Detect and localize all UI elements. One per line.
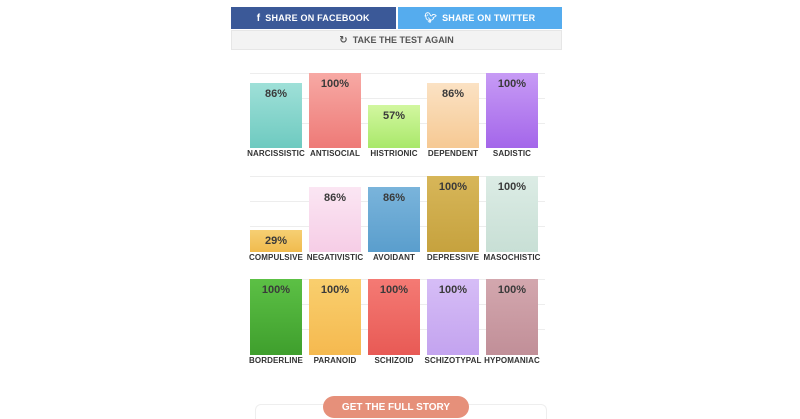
share-row: f SHARE ON FACEBOOK 🐦︎ SHARE ON TWITTER — [231, 7, 562, 29]
bar-category-label: BORDERLINE — [249, 356, 303, 365]
bar-value-label: 100% — [497, 78, 527, 90]
get-full-story-label: GET THE FULL STORY — [341, 401, 451, 413]
bar-item: 86% NEGATIVISTIC — [307, 176, 363, 262]
bar-depressive: 100% — [427, 176, 479, 252]
bar-category-label: NEGATIVISTIC — [306, 253, 364, 262]
bar-value-label: 100% — [379, 284, 409, 296]
bar-category-label: AVOIDANT — [373, 253, 415, 262]
bar-category-label: HYPOMANIAC — [484, 356, 540, 365]
share-facebook-label: SHARE ON FACEBOOK — [265, 13, 370, 23]
bar-item: 100% SCHIZOID — [368, 279, 420, 365]
bar-value-label: 100% — [320, 78, 350, 90]
refresh-icon: ↻ — [339, 34, 348, 46]
retake-test-button[interactable]: ↻ TAKE THE TEST AGAIN — [231, 30, 562, 50]
bar-category-label: SCHIZOID — [374, 356, 414, 365]
bar-category-label: ANTISOCIAL — [310, 149, 360, 158]
bar-negativistic: 86% — [309, 187, 361, 252]
bar-hypomaniac: 100% — [486, 279, 538, 355]
gridline — [250, 98, 545, 99]
chart-row-1: 86% NARCISSISTIC 100% ANTISOCIAL 57% HISTRION… — [247, 73, 545, 158]
bar-value-label: 29% — [264, 235, 288, 247]
bar-category-label: MASOCHISTIC — [483, 253, 541, 262]
bar-value-label: 100% — [497, 181, 527, 193]
bar-category-label: SCHIZOTYPAL — [424, 356, 482, 365]
bar-value-label: 86% — [323, 192, 347, 204]
bar-item: 100% HYPOMANIAC — [484, 279, 540, 365]
bar-value-label: 100% — [261, 284, 291, 296]
bar-histrionic: 57% — [368, 105, 420, 148]
bar-value-label: 100% — [497, 284, 527, 296]
bar-antisocial: 100% — [309, 73, 361, 148]
bar-paranoid: 100% — [309, 279, 361, 355]
bar-item: 100% MASOCHISTIC — [483, 176, 540, 262]
bar-category-label: DEPENDENT — [427, 149, 479, 158]
bar-dependent: 86% — [427, 83, 479, 148]
bar-category-label: COMPULSIVE — [249, 253, 303, 262]
bar-schizoid: 100% — [368, 279, 420, 355]
bar-category-label: PARANOID — [313, 356, 357, 365]
bar-item: 100% BORDERLINE — [249, 279, 303, 365]
bar-narcissistic: 86% — [250, 83, 302, 148]
get-full-story-button[interactable]: GET THE FULL STORY — [323, 396, 469, 418]
bar-item: 57% HISTRIONIC — [368, 73, 420, 158]
bar-masochistic: 100% — [486, 176, 538, 252]
gridline — [250, 73, 545, 74]
chart-row-3: 100% BORDERLINE 100% PARANOID 100% SCHIZOID 10… — [249, 279, 545, 365]
bar-item: 86% AVOIDANT — [368, 176, 420, 262]
share-facebook-button[interactable]: f SHARE ON FACEBOOK — [231, 7, 396, 29]
bar-item: 29% COMPULSIVE — [249, 176, 303, 262]
bar-value-label: 86% — [264, 88, 288, 100]
bar-item: 100% PARANOID — [309, 279, 361, 365]
bar-category-label: DEPRESSIVE — [426, 253, 480, 262]
bar-item: 100% ANTISOCIAL — [309, 73, 361, 158]
bar-value-label: 86% — [382, 192, 406, 204]
bar-value-label: 100% — [320, 284, 350, 296]
bar-item: 86% NARCISSISTIC — [247, 73, 305, 158]
bar-category-label: SADISTIC — [492, 149, 532, 158]
bar-item: 86% DEPENDENT — [427, 73, 479, 158]
share-twitter-button[interactable]: 🐦︎ SHARE ON TWITTER — [397, 7, 562, 29]
bar-item: 100% SADISTIC — [486, 73, 538, 158]
gridline — [250, 176, 545, 177]
bar-value-label: 57% — [382, 110, 406, 122]
bar-sadistic: 100% — [486, 73, 538, 148]
chart-row-2: 29% COMPULSIVE 86% NEGATIVISTIC 86% AVOIDANT 1… — [249, 176, 545, 262]
twitter-icon: 🐦︎ — [424, 12, 438, 24]
bar-item: 100% DEPRESSIVE — [427, 176, 479, 262]
bar-value-label: 86% — [441, 88, 465, 100]
bar-avoidant: 86% — [368, 187, 420, 252]
bar-compulsive: 29% — [250, 230, 302, 252]
bar-value-label: 100% — [438, 181, 468, 193]
bar-category-label: NARCISSISTIC — [247, 149, 305, 158]
bar-item: 100% SCHIZOTYPAL — [425, 279, 481, 365]
share-twitter-label: SHARE ON TWITTER — [442, 13, 536, 23]
retake-test-label: TAKE THE TEST AGAIN — [352, 35, 454, 45]
bar-borderline: 100% — [250, 279, 302, 355]
bar-category-label: HISTRIONIC — [370, 149, 418, 158]
bar-value-label: 100% — [438, 284, 468, 296]
bar-schizotypal: 100% — [427, 279, 479, 355]
facebook-icon: f — [256, 12, 261, 24]
